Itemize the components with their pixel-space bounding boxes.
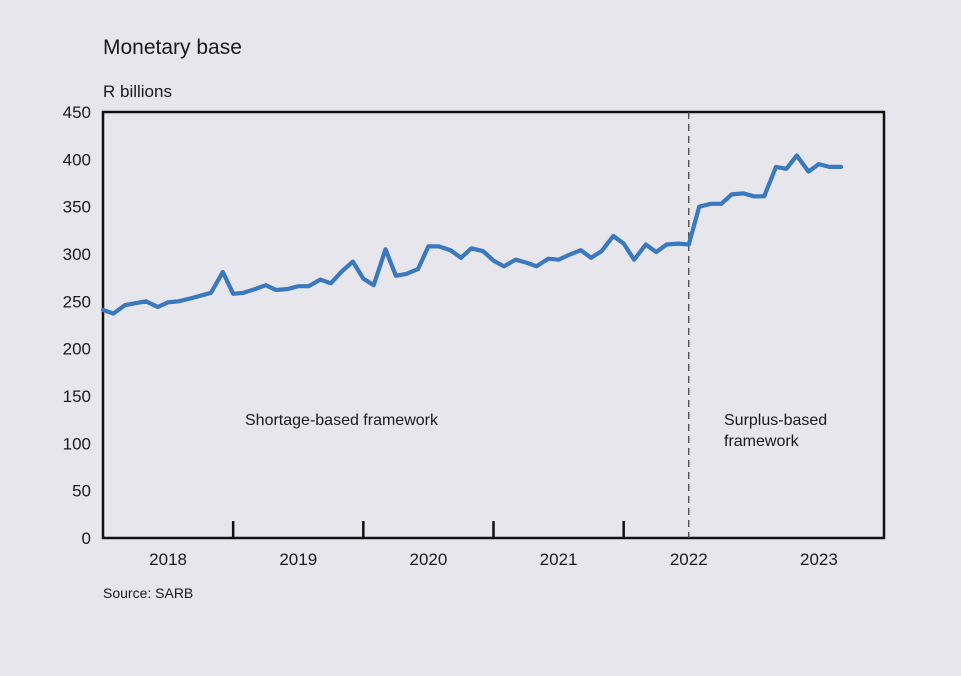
y-tick-label: 150 <box>63 387 91 406</box>
source-note: Source: SARB <box>103 585 193 601</box>
surplus-annotation-line1: Surplus-based <box>724 412 827 429</box>
x-tick-label: 2021 <box>540 550 578 569</box>
surplus-annotation-line2: framework <box>724 433 800 450</box>
x-tick-label: 2019 <box>279 550 317 569</box>
y-tick-label: 300 <box>63 245 91 264</box>
y-tick-label: 400 <box>63 150 91 169</box>
y-tick-labels: 0 50 100 150 200 250 300 350 400 450 <box>63 103 91 548</box>
y-tick-label: 100 <box>63 434 91 453</box>
y-axis-label: R billions <box>103 82 172 101</box>
shortage-annotation: Shortage-based framework <box>245 412 439 429</box>
y-tick-label: 0 <box>82 529 91 548</box>
y-tick-label: 450 <box>63 103 91 122</box>
monetary-base-line <box>100 153 844 316</box>
plot-frame <box>101 110 886 540</box>
x-tick-label: 2022 <box>670 550 708 569</box>
y-tick-label: 200 <box>63 340 91 359</box>
x-tick-label: 2020 <box>410 550 448 569</box>
y-tick-label: 350 <box>63 198 91 217</box>
year-divider-ticks <box>231 521 625 538</box>
x-tick-label: 2023 <box>800 550 838 569</box>
y-tick-label: 250 <box>63 292 91 311</box>
chart-title: Monetary base <box>103 36 242 59</box>
x-tick-labels: 2018 2019 2020 2021 2022 2023 <box>149 550 838 569</box>
x-tick-label: 2018 <box>149 550 187 569</box>
y-tick-label: 50 <box>72 482 91 501</box>
